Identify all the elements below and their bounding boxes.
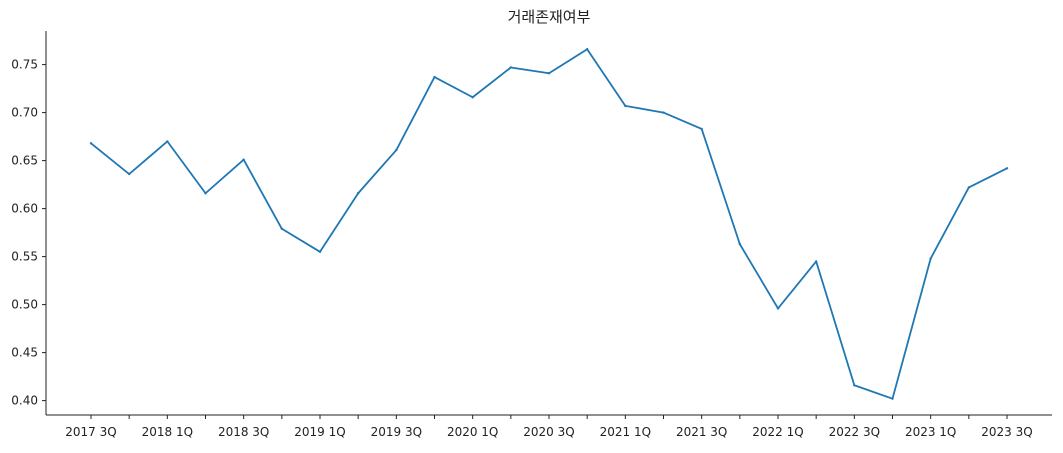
data-point xyxy=(1005,167,1009,170)
data-point xyxy=(585,48,589,51)
x-tick-label: 2023 1Q xyxy=(905,425,956,439)
x-tick-label: 2020 1Q xyxy=(447,425,498,439)
data-point xyxy=(814,260,818,263)
data-point xyxy=(89,142,93,145)
data-point xyxy=(929,257,932,260)
data-point xyxy=(242,158,245,161)
x-tick-label: 2018 3Q xyxy=(218,425,269,439)
data-point xyxy=(433,75,436,79)
x-tick-label: 2021 3Q xyxy=(676,425,727,439)
data-point xyxy=(776,307,780,310)
data-point xyxy=(318,250,322,253)
y-tick-label: 0.50 xyxy=(11,298,38,312)
x-tick-label: 2019 1Q xyxy=(294,425,345,439)
data-point xyxy=(967,186,971,189)
data-point xyxy=(127,172,131,176)
data-point xyxy=(280,227,284,230)
series-group xyxy=(89,48,1009,400)
data-point xyxy=(356,192,360,195)
y-axis-ticks: 0.40 0.45 0.50 0.55 0.60 0.65 0.70 0.75 xyxy=(11,58,46,408)
y-tick-label: 0.40 xyxy=(11,394,38,408)
data-point xyxy=(547,72,551,75)
x-tick-label: 2019 3Q xyxy=(371,425,422,439)
y-tick-label: 0.55 xyxy=(11,250,38,264)
x-tick-label: 2018 1Q xyxy=(142,425,193,439)
axes xyxy=(45,31,1052,416)
data-point xyxy=(624,104,627,108)
data-point xyxy=(738,242,742,246)
data-point xyxy=(204,192,207,195)
x-tick-label: 2020 3Q xyxy=(523,425,574,439)
x-tick-label: 2022 3Q xyxy=(829,425,880,439)
data-point xyxy=(891,397,894,400)
x-tick-label: 2022 1Q xyxy=(752,425,803,439)
y-tick-label: 0.75 xyxy=(11,58,38,72)
data-point xyxy=(471,96,474,99)
series-line xyxy=(90,48,1008,400)
chart-title: 거래존재여부 xyxy=(507,8,591,26)
data-point xyxy=(853,384,856,387)
y-tick-label: 0.45 xyxy=(11,346,38,360)
data-point xyxy=(395,148,398,152)
data-point xyxy=(166,140,169,143)
data-point xyxy=(509,66,513,69)
x-tick-label: 2017 3Q xyxy=(65,425,116,439)
y-tick-label: 0.65 xyxy=(11,154,38,168)
x-tick-label: 2021 1Q xyxy=(600,425,651,439)
x-tick-label: 2023 3Q xyxy=(981,425,1032,439)
y-tick-label: 0.60 xyxy=(11,202,38,216)
y-tick-label: 0.70 xyxy=(11,106,38,120)
x-axis-ticks: 2017 3Q 2018 1Q 2018 3Q 2019 1Q 2019 3Q 2020 … xyxy=(65,415,1033,439)
data-point xyxy=(662,111,665,114)
data-point xyxy=(700,127,703,131)
